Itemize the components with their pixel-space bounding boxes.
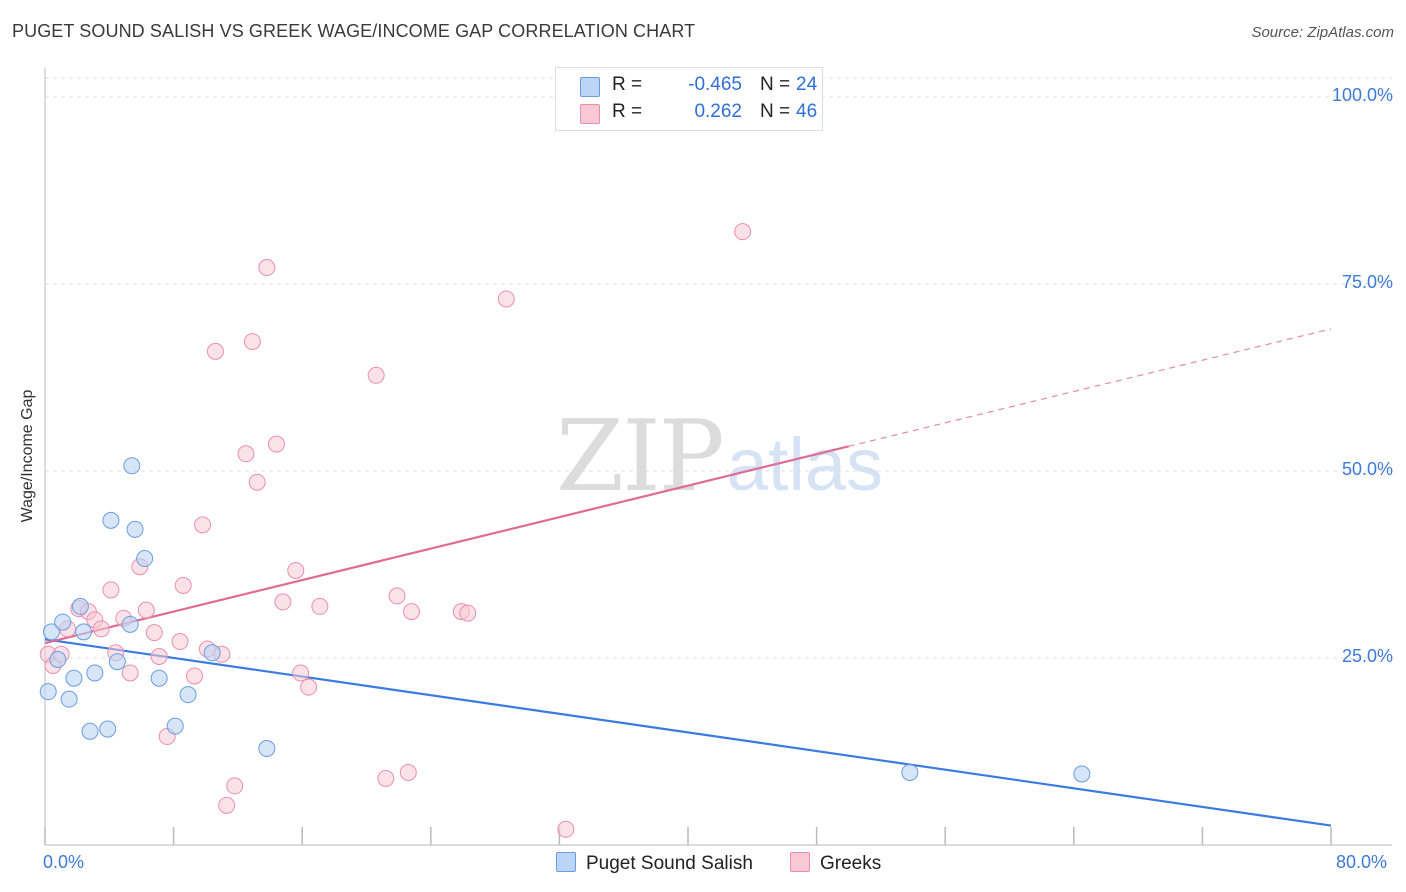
data-point-greeks	[311, 597, 329, 615]
y-tick-label: 75.0%	[1341, 272, 1393, 292]
data-point-greeks	[367, 366, 385, 384]
data-point-puget-sound-salish	[1073, 765, 1091, 783]
data-point-greeks	[194, 516, 212, 534]
data-point-greeks	[174, 576, 192, 594]
data-point-greeks	[274, 593, 292, 611]
y-tick-label: 25.0%	[1341, 646, 1393, 666]
legend-r-value: 0.262	[694, 101, 742, 122]
data-point-greeks	[92, 620, 110, 638]
legend-swatch-blue	[556, 852, 576, 872]
legend-r-label: R =	[612, 74, 643, 95]
data-point-greeks	[403, 603, 421, 621]
data-point-greeks	[557, 820, 575, 838]
legend-n-value: 46	[796, 101, 818, 122]
data-point-puget-sound-salish	[60, 690, 78, 708]
data-point-greeks	[150, 648, 168, 666]
data-point-puget-sound-salish	[39, 683, 57, 701]
data-point-greeks	[121, 664, 139, 682]
data-point-greeks	[185, 667, 203, 685]
data-point-greeks	[102, 581, 120, 599]
data-point-puget-sound-salish	[54, 613, 72, 631]
data-point-puget-sound-salish	[108, 653, 126, 671]
data-point-puget-sound-salish	[86, 664, 104, 682]
legend-swatch-pink	[580, 104, 600, 124]
legend-item-greeks[interactable]: Greeks	[790, 852, 881, 875]
data-points	[39, 223, 1091, 838]
data-point-puget-sound-salish	[150, 669, 168, 687]
data-point-puget-sound-salish	[136, 550, 154, 568]
legend-n-label: N =	[760, 74, 791, 95]
data-point-puget-sound-salish	[99, 720, 117, 738]
legend-swatch-blue	[580, 77, 600, 97]
grid-lines	[45, 77, 1392, 659]
data-point-greeks	[248, 473, 266, 491]
trend-extension-greeks	[848, 328, 1332, 447]
x-tick-label-max: 80.0%	[1336, 852, 1388, 872]
legend-swatch-pink	[790, 852, 810, 872]
data-point-greeks	[292, 664, 310, 682]
data-point-puget-sound-salish	[121, 615, 139, 633]
data-point-greeks	[137, 601, 155, 619]
legend-n-label: N =	[760, 101, 791, 122]
data-point-greeks	[237, 445, 255, 463]
data-point-greeks	[171, 633, 189, 651]
y-tick-label: 50.0%	[1341, 459, 1393, 479]
data-point-greeks	[206, 342, 224, 360]
data-point-greeks	[497, 290, 515, 308]
legend-series-name: Greeks	[820, 853, 882, 874]
y-axis-label: Wage/Income Gap	[19, 389, 36, 523]
data-point-puget-sound-salish	[126, 520, 144, 538]
legend-item-puget-sound-salish[interactable]: Puget Sound Salish	[556, 852, 753, 875]
data-point-greeks	[218, 796, 236, 814]
data-point-greeks	[377, 769, 395, 787]
data-point-puget-sound-salish	[102, 511, 120, 529]
data-point-puget-sound-salish	[901, 763, 919, 781]
data-point-puget-sound-salish	[166, 717, 184, 735]
legend-n-value: 24	[796, 74, 818, 95]
legend-series-name: Puget Sound Salish	[586, 853, 753, 874]
data-point-puget-sound-salish	[203, 644, 221, 662]
data-point-greeks	[287, 561, 305, 579]
x-tick-label-min: 0.0%	[43, 852, 85, 872]
source-label: Source: ZipAtlas.com	[1251, 24, 1394, 41]
legend-r-value: -0.465	[688, 74, 742, 95]
data-point-puget-sound-salish	[49, 650, 67, 668]
data-point-greeks	[226, 777, 244, 795]
data-point-greeks	[145, 624, 163, 642]
data-point-greeks	[258, 259, 276, 277]
data-point-puget-sound-salish	[75, 623, 93, 641]
chart-title: PUGET SOUND SALISH VS GREEK WAGE/INCOME …	[12, 21, 696, 41]
data-point-puget-sound-salish	[71, 597, 89, 615]
legend-r-label: R =	[612, 101, 643, 122]
data-point-puget-sound-salish	[65, 669, 83, 687]
data-point-puget-sound-salish	[123, 457, 141, 475]
data-point-greeks	[300, 678, 318, 696]
data-point-greeks	[399, 763, 417, 781]
data-point-puget-sound-salish	[81, 722, 99, 740]
data-point-puget-sound-salish	[179, 686, 197, 704]
data-point-puget-sound-salish	[258, 740, 276, 758]
data-point-puget-sound-salish	[42, 623, 60, 641]
data-point-greeks	[267, 435, 285, 453]
correlation-legend: R = -0.465 N = 24 R = 0.262 N = 46	[555, 67, 823, 131]
data-point-greeks	[734, 223, 752, 241]
data-point-greeks	[459, 604, 477, 622]
trend-line-greeks	[44, 445, 850, 645]
axes	[44, 68, 1392, 846]
data-point-greeks	[243, 333, 261, 351]
data-point-greeks	[388, 587, 406, 605]
trend-lines	[44, 328, 1332, 827]
trend-line-puget-sound-salish	[44, 638, 1332, 827]
y-tick-label: 100.0%	[1331, 85, 1393, 105]
